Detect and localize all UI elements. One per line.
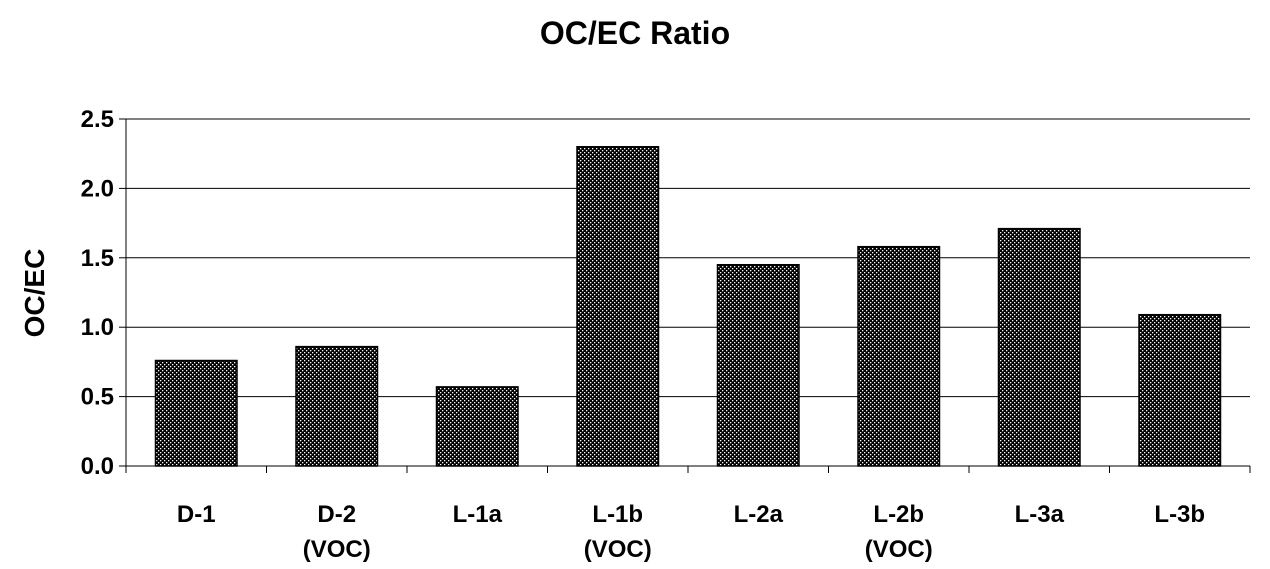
x-category-label: L-2a (734, 501, 784, 528)
y-tick-label: 2.0 (81, 175, 114, 202)
bar (857, 245, 941, 467)
y-tick-label: 1.5 (81, 245, 114, 272)
y-tick-label: 0.0 (81, 453, 114, 480)
y-tick-label: 0.5 (81, 384, 114, 411)
bar (1138, 313, 1222, 467)
bar (716, 263, 800, 467)
bar (576, 146, 660, 467)
x-category-label: L-2b (VOC) (865, 501, 933, 563)
x-category-label: L-3b (1154, 501, 1205, 528)
bar (435, 386, 519, 467)
x-category-label: D-2 (VOC) (303, 501, 371, 563)
x-category-label: L-3a (1015, 501, 1065, 528)
chart-title: OC/EC Ratio (540, 15, 730, 51)
bar (295, 345, 379, 467)
x-category-label: L-1b (VOC) (584, 501, 652, 563)
bar (154, 359, 238, 467)
x-category-label: L-1a (453, 501, 503, 528)
bar (997, 227, 1081, 467)
x-category-label: D-1 (177, 501, 216, 528)
y-tick-label: 2.5 (81, 106, 114, 133)
y-axis-label: OC/EC (19, 249, 50, 338)
y-tick-label: 1.0 (81, 314, 114, 341)
